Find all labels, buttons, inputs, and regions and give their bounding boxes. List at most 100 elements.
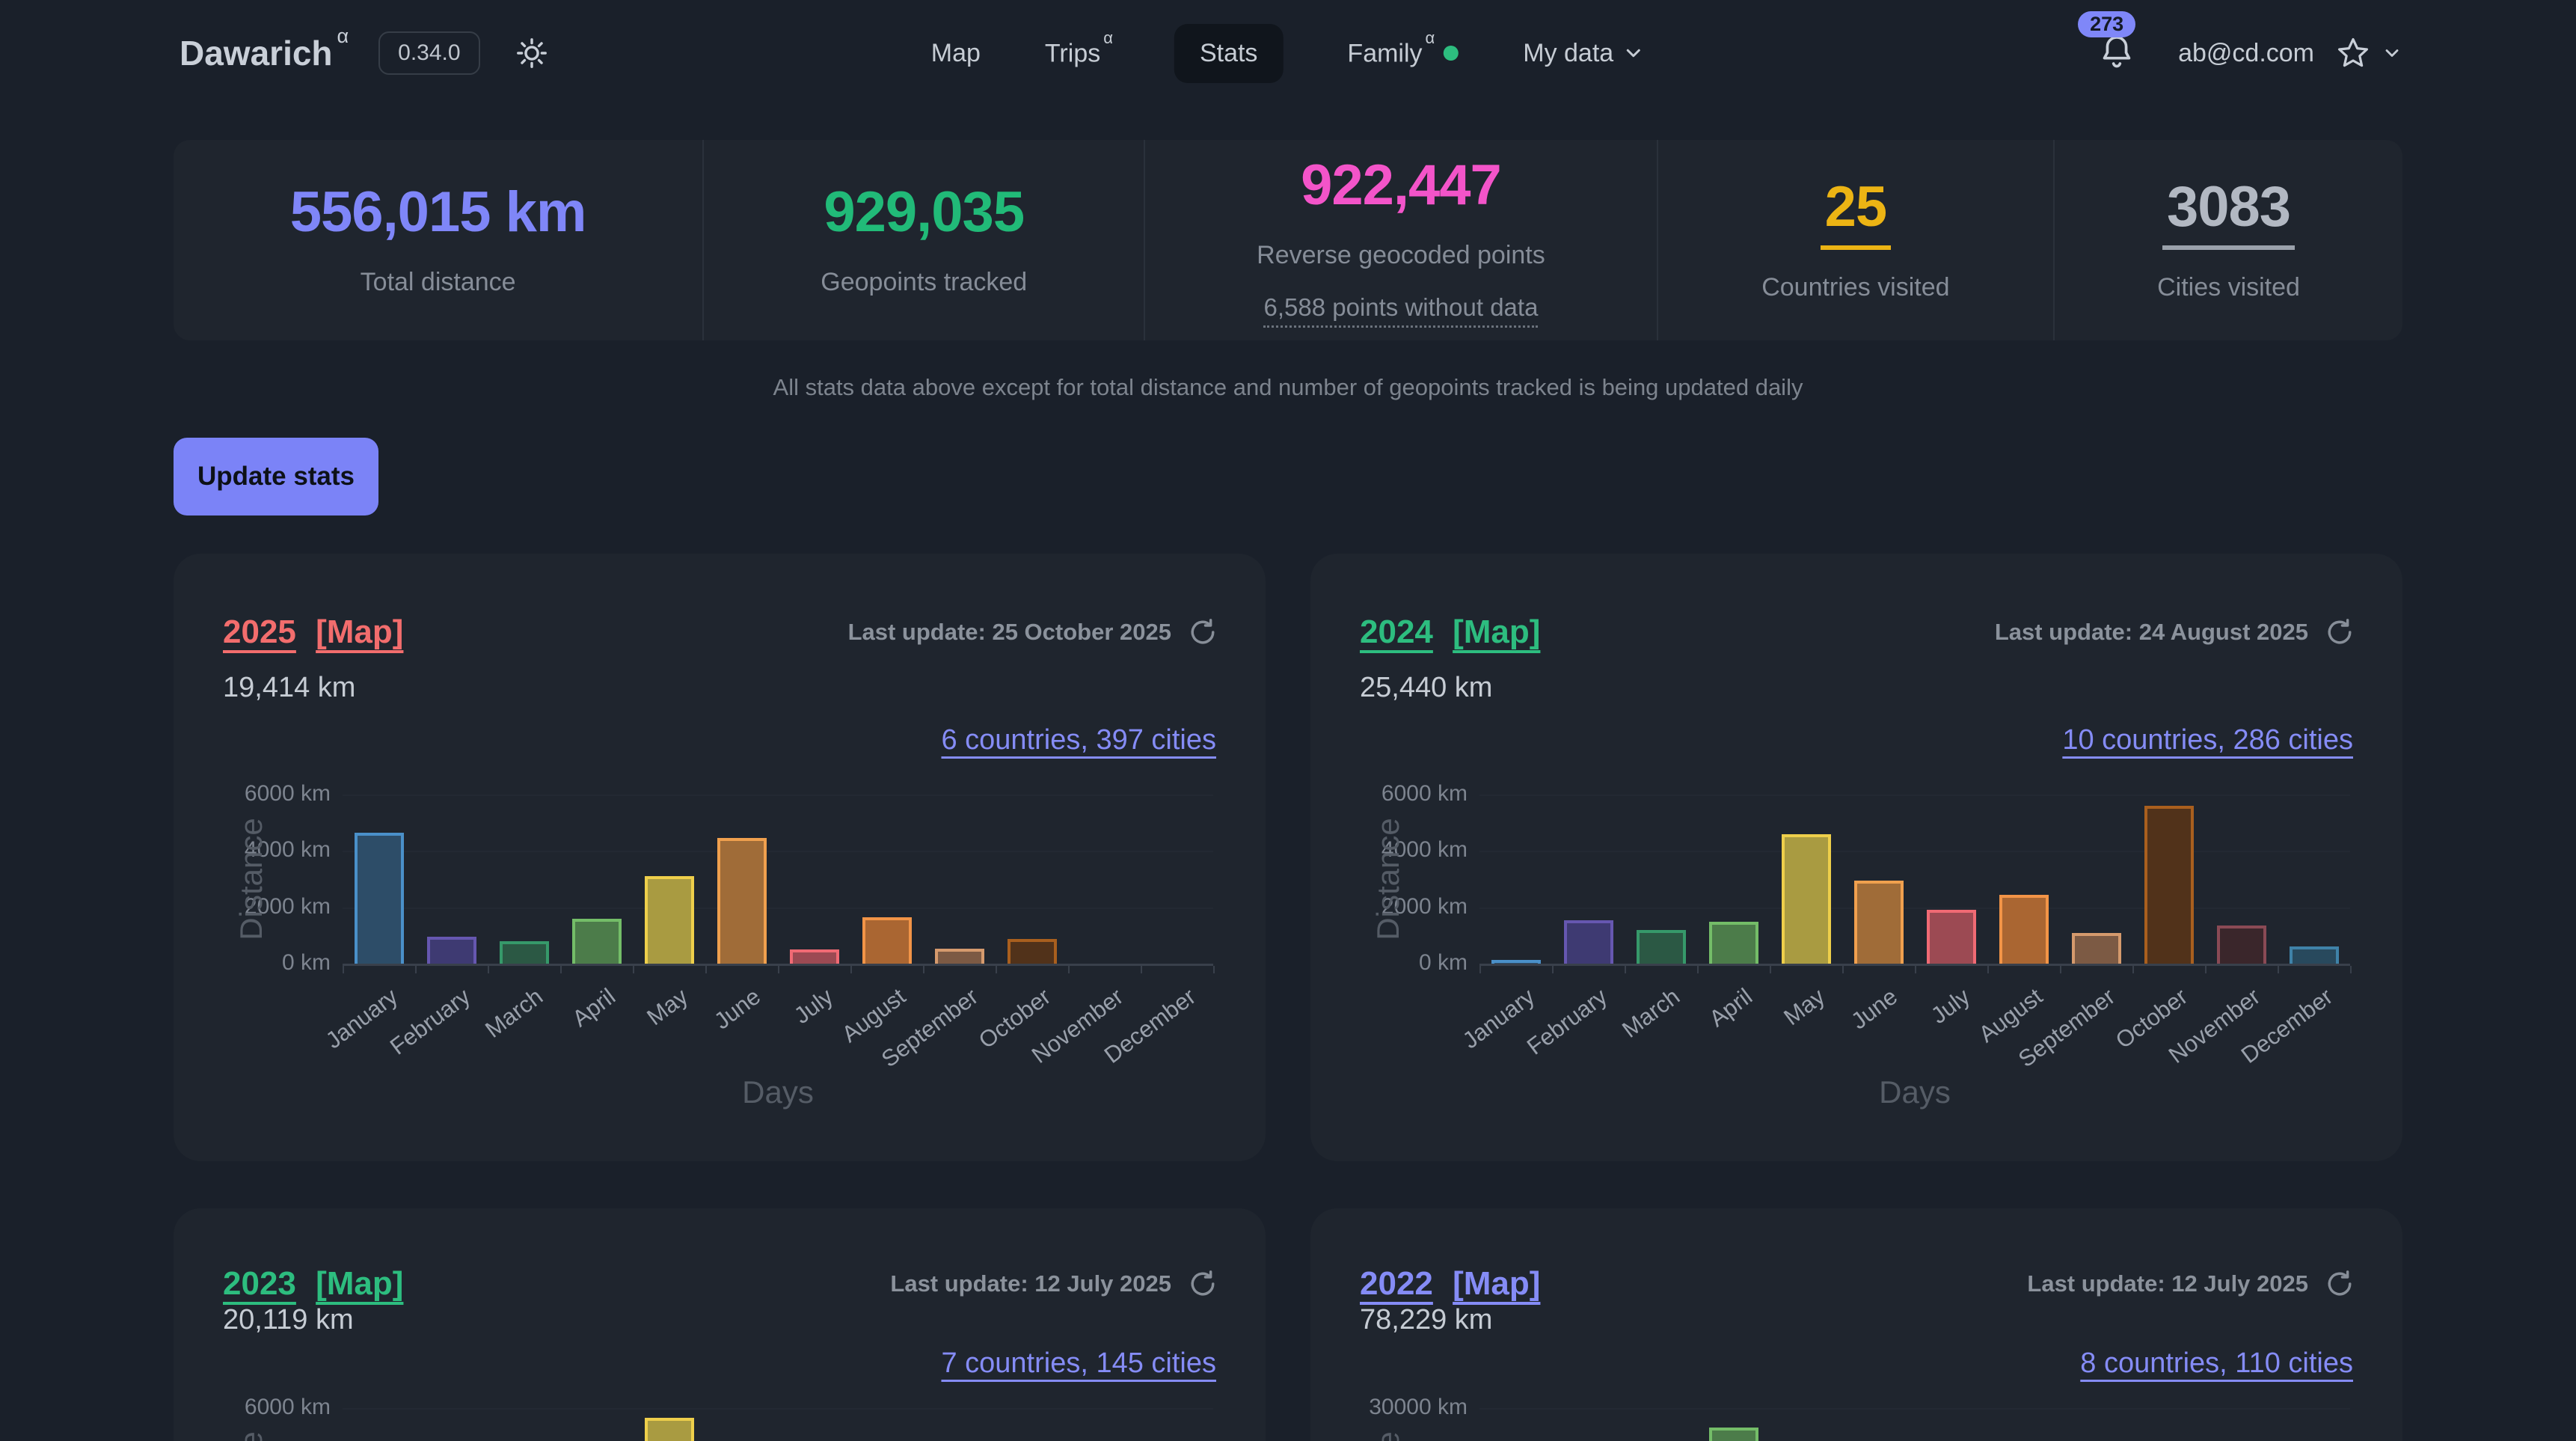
year-distance-value: 20,119 km <box>223 1304 354 1336</box>
year-card-2023: 2023 [Map] Last update: 12 July 2025 20,… <box>174 1208 1266 1441</box>
year-link[interactable]: 2022 <box>1360 1265 1433 1302</box>
y-tick-label: 30000 km <box>1369 1395 1468 1419</box>
year-link[interactable]: 2024 <box>1360 614 1433 650</box>
bell-icon <box>2103 36 2131 68</box>
x-tick-label: June <box>1845 983 1902 1035</box>
y-axis-title: Distance <box>233 1431 269 1441</box>
alpha-superscript: α <box>1103 28 1113 48</box>
year-card-header: 2022 [Map] Last update: 12 July 2025 <box>1360 1265 2356 1303</box>
year-map-link[interactable]: [Map] <box>1453 614 1541 650</box>
x-tick-mark <box>705 966 707 973</box>
y-tick-label: 0 km <box>281 950 331 975</box>
year-link[interactable]: 2023 <box>223 1265 296 1302</box>
x-tick-mark <box>850 966 852 973</box>
countries-visited-label: Countries visited <box>1761 272 1950 302</box>
reverse-geocoded-value: 922,447 <box>1301 153 1502 217</box>
year-map-link[interactable]: [Map] <box>316 1265 404 1302</box>
star-icon[interactable] <box>2335 35 2371 71</box>
x-tick-mark <box>2132 966 2134 973</box>
stat-countries-visited: 25 Countries visited <box>1658 140 2055 340</box>
last-update-text: Last update: 25 October 2025 <box>847 619 1171 645</box>
countries-visited-value[interactable]: 25 <box>1820 174 1892 250</box>
bar-may <box>644 1418 694 1441</box>
stats-summary-banner: 556,015 km Total distance 929,035 Geopoi… <box>174 140 2402 340</box>
countries-cities-link[interactable]: 10 countries, 286 cities <box>2062 724 2353 756</box>
year-card-header: 2024 [Map] Last update: 24 August 2025 <box>1360 614 2356 651</box>
nav-my-data[interactable]: My data <box>1523 39 1645 68</box>
stat-total-distance: 556,015 km Total distance <box>174 140 705 340</box>
nav-stats[interactable]: Stats <box>1174 23 1284 83</box>
app-logo[interactable]: Dawarich α <box>180 24 349 73</box>
x-tick-mark <box>2060 966 2061 973</box>
y-tick-label: 4000 km <box>244 837 331 863</box>
reverse-geocoded-label: Reverse geocoded points <box>1257 240 1545 269</box>
countries-cities-link[interactable]: 8 countries, 110 cities <box>2080 1347 2353 1379</box>
nav-trips[interactable]: Tripsα <box>1044 28 1113 68</box>
notification-count-badge: 273 <box>2078 11 2136 37</box>
year-card-2022: 2022 [Map] Last update: 12 July 2025 78,… <box>1310 1208 2402 1441</box>
x-tick-label: February <box>384 983 475 1060</box>
monthly-distance-chart: 0 km10000 km20000 km30000 kmJanuaryFebru… <box>1360 1386 2353 1441</box>
x-tick-label: February <box>1521 983 1612 1060</box>
countries-cities-link[interactable]: 7 countries, 145 cities <box>941 1347 1216 1379</box>
daily-update-note: All stats data above except for total di… <box>773 374 1803 400</box>
x-tick-mark <box>488 966 489 973</box>
refresh-icon[interactable] <box>1186 616 1219 649</box>
refresh-icon[interactable] <box>1186 1267 1219 1300</box>
y-tick-label: 6000 km <box>244 1395 331 1419</box>
bar-july <box>1926 910 1976 964</box>
nav-map[interactable]: Map <box>930 38 981 67</box>
user-menu-button[interactable] <box>2335 35 2402 71</box>
points-without-data-link[interactable]: 6,588 points without data <box>1263 293 1539 328</box>
notifications-button[interactable]: 273 <box>2078 11 2139 76</box>
x-tick-mark <box>1479 966 1481 973</box>
x-axis-title: Days <box>1879 1074 1951 1110</box>
year-distance-value: 25,440 km <box>1360 672 1493 703</box>
cities-visited-label: Cities visited <box>2157 272 2300 302</box>
user-email[interactable]: ab@cd.com <box>2178 38 2314 67</box>
stat-geopoints: 929,035 Geopoints tracked <box>704 140 1146 340</box>
x-tick-label: July <box>1925 983 1975 1029</box>
theme-toggle-sun-icon[interactable] <box>515 36 549 70</box>
bar-june <box>1853 880 1904 964</box>
countries-cities-link[interactable]: 6 countries, 397 cities <box>941 724 1216 756</box>
bar-april <box>571 918 622 964</box>
refresh-icon[interactable] <box>2323 1267 2356 1300</box>
refresh-icon[interactable] <box>2323 616 2356 649</box>
navbar: Dawarich α 0.34.0 Map Tripsα Stats Family… <box>0 0 2576 106</box>
bar-april <box>1708 1428 1758 1441</box>
x-tick-mark <box>923 966 924 973</box>
x-tick-mark <box>1770 966 1771 973</box>
x-tick-mark <box>996 966 997 973</box>
year-map-link[interactable]: [Map] <box>316 614 404 650</box>
bar-august <box>862 917 912 964</box>
bar-september <box>934 949 984 964</box>
update-stats-button[interactable]: Update stats <box>174 438 378 515</box>
x-tick-mark <box>2205 966 2207 973</box>
bar-july <box>789 949 839 964</box>
x-tick-label: April <box>566 983 620 1032</box>
bar-march <box>1636 929 1686 964</box>
online-status-dot <box>1444 45 1459 61</box>
year-distance-value: 78,229 km <box>1360 1304 1493 1336</box>
bar-october <box>1007 938 1057 964</box>
x-tick-label: June <box>708 983 765 1035</box>
bar-october <box>2144 806 2194 964</box>
total-distance-label: Total distance <box>360 267 516 296</box>
x-tick-mark <box>1141 966 1142 973</box>
cities-visited-value[interactable]: 3083 <box>2162 174 2296 250</box>
y-tick-label: 2000 km <box>1381 893 1468 919</box>
geopoints-label: Geopoints tracked <box>821 267 1028 296</box>
y-axis-title: Distance <box>233 818 269 940</box>
x-tick-mark <box>1915 966 1916 973</box>
x-tick-label: May <box>1778 983 1830 1031</box>
year-link[interactable]: 2025 <box>223 614 296 650</box>
nav-family[interactable]: Familyα <box>1347 28 1459 68</box>
alpha-superscript: α <box>337 24 349 47</box>
year-map-link[interactable]: [Map] <box>1453 1265 1541 1302</box>
x-tick-mark <box>2350 966 2352 973</box>
x-tick-mark <box>778 966 779 973</box>
